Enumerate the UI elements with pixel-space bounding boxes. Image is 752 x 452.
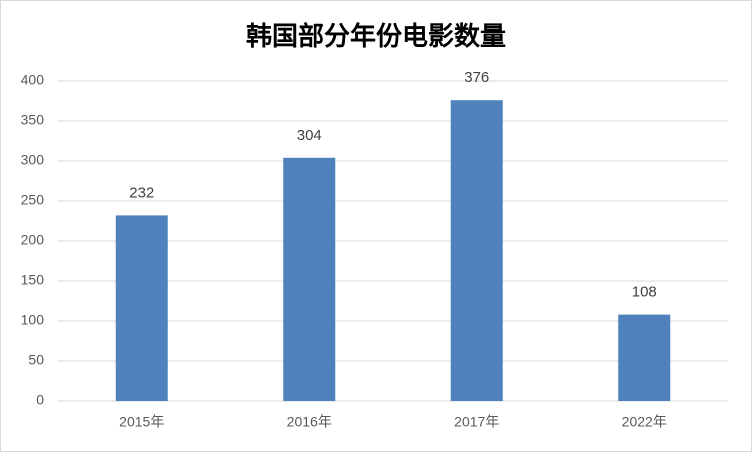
- x-tick-label: 2017年: [454, 414, 499, 430]
- y-tick-label: 100: [21, 312, 45, 328]
- x-tick-label: 2015年: [119, 414, 164, 430]
- x-tick-label: 2016年: [287, 414, 332, 430]
- bar: [115, 215, 168, 401]
- value-label: 376: [464, 69, 489, 86]
- value-label: 304: [297, 127, 322, 144]
- x-tick-label: 2022年: [622, 414, 667, 430]
- y-tick-label: 250: [21, 192, 45, 208]
- bar: [618, 314, 671, 401]
- chart-title: 韩国部分年份电影数量: [246, 21, 506, 51]
- y-tick-label: 200: [21, 232, 45, 248]
- y-tick-label: 50: [28, 352, 44, 368]
- value-label: 232: [129, 184, 154, 201]
- y-tick-label: 400: [21, 72, 45, 88]
- y-tick-label: 150: [21, 272, 45, 288]
- bar: [283, 157, 336, 401]
- value-label: 108: [632, 284, 657, 301]
- y-tick-label: 350: [21, 112, 45, 128]
- y-tick-label: 300: [21, 152, 45, 168]
- bar: [450, 100, 503, 401]
- y-tick-label: 0: [36, 392, 44, 408]
